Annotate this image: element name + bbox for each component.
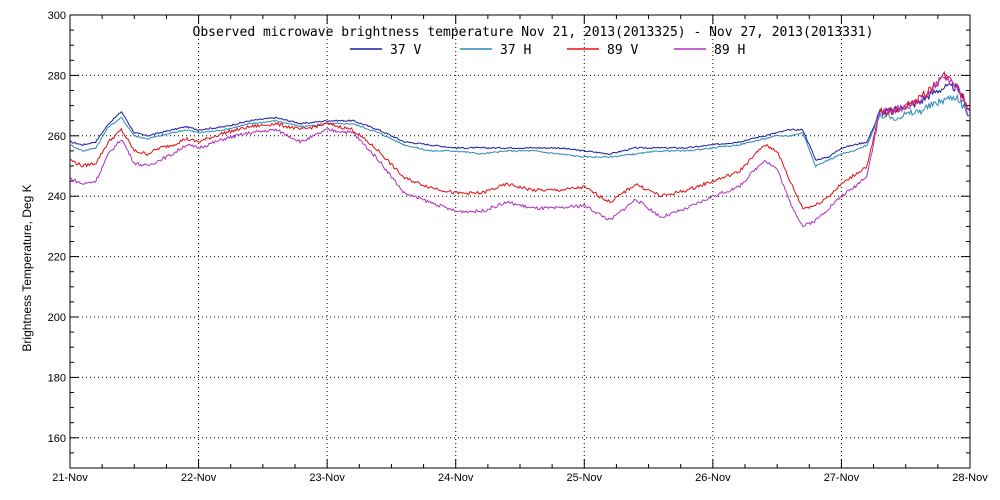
series-line-37-v <box>69 82 971 161</box>
y-tick-label: 180 <box>48 372 66 384</box>
axes: 160 180 200 220 240 260 280 300 21-Nov 22-Nov 23-N… <box>48 10 989 484</box>
x-tick-label: 28-Nov <box>952 472 988 484</box>
series-lines <box>69 70 971 228</box>
y-tick-label: 160 <box>48 433 66 445</box>
series-line-89-h <box>69 73 971 228</box>
legend-label: 37 H <box>500 43 531 58</box>
legend: 37 V 37 H 89 V 89 H <box>350 43 745 58</box>
x-tick-label: 22-Nov <box>181 472 217 484</box>
y-tick-label: 260 <box>48 131 66 143</box>
y-tick-label: 300 <box>48 10 66 22</box>
y-axis-label: Brightness Temperature, Deg K <box>20 184 34 351</box>
y-tick-label: 200 <box>48 312 66 324</box>
y-tick-label: 220 <box>48 252 66 264</box>
grid <box>70 15 970 468</box>
series-line-37-h <box>69 93 971 168</box>
legend-label: 89 V <box>607 43 638 58</box>
y-tick-label: 240 <box>48 191 66 203</box>
x-tick-label: 24-Nov <box>438 472 474 484</box>
chart-title: Observed microwave brightness temperatur… <box>193 25 874 40</box>
x-tick-label: 26-Nov <box>695 472 731 484</box>
legend-label: 37 V <box>390 43 421 58</box>
series-line-89-v <box>69 70 971 210</box>
x-tick-label: 21-Nov <box>52 472 88 484</box>
y-tick-label: 280 <box>48 70 66 82</box>
legend-label: 89 H <box>714 43 745 58</box>
x-tick-label: 25-Nov <box>567 472 603 484</box>
x-tick-label: 27-Nov <box>824 472 860 484</box>
x-tick-label: 23-Nov <box>309 472 345 484</box>
plot-frame <box>69 14 971 469</box>
